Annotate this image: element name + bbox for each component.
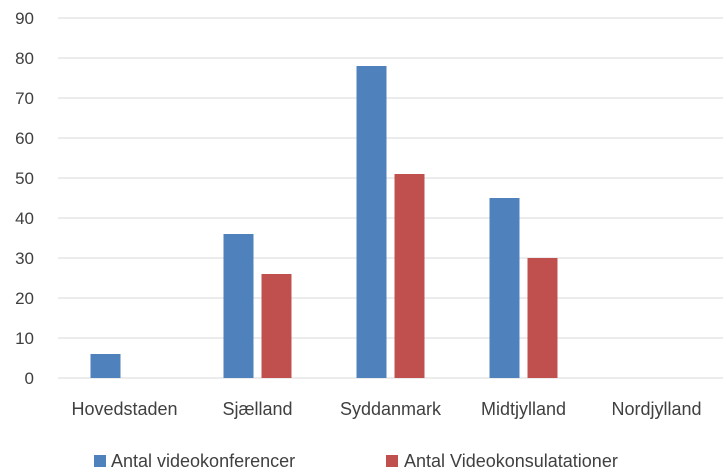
y-tick-label: 70 — [15, 89, 34, 108]
x-category-label: Midtjylland — [481, 399, 566, 419]
y-tick-label: 30 — [15, 249, 34, 268]
y-tick-label: 0 — [25, 369, 34, 388]
bar-videokonsulatationer — [527, 258, 558, 378]
y-tick-label: 20 — [15, 289, 34, 308]
bar-videokonferencer — [223, 234, 254, 378]
legend-label: Antal Videokonsulatationer — [404, 451, 618, 471]
x-category-label: Nordjylland — [611, 399, 701, 419]
y-tick-label: 60 — [15, 129, 34, 148]
bar-videokonferencer — [90, 354, 121, 378]
legend-swatch — [94, 455, 106, 467]
x-category-label: Sjælland — [222, 399, 292, 419]
y-tick-label: 10 — [15, 329, 34, 348]
bar-videokonferencer — [489, 198, 520, 378]
gridlines — [58, 17, 723, 379]
y-axis-ticks: 0 10 20 30 40 50 60 70 80 90 — [15, 9, 34, 388]
x-axis-categories: Hovedstaden Sjælland Syddanmark Midtjylland… — [71, 399, 701, 419]
legend: Antal videokonferencer Antal Videokonsula… — [94, 451, 618, 471]
bar-videokonsulatationer — [261, 274, 292, 378]
y-tick-label: 50 — [15, 169, 34, 188]
y-tick-label: 40 — [15, 209, 34, 228]
legend-label: Antal videokonferencer — [111, 451, 295, 471]
bar-videokonferencer — [356, 66, 387, 378]
legend-swatch — [386, 455, 398, 467]
y-tick-label: 90 — [15, 9, 34, 28]
x-category-label: Syddanmark — [340, 399, 442, 419]
y-tick-label: 80 — [15, 49, 34, 68]
bar-videokonsulatationer — [394, 174, 425, 378]
bars — [90, 66, 558, 378]
x-category-label: Hovedstaden — [71, 399, 177, 419]
